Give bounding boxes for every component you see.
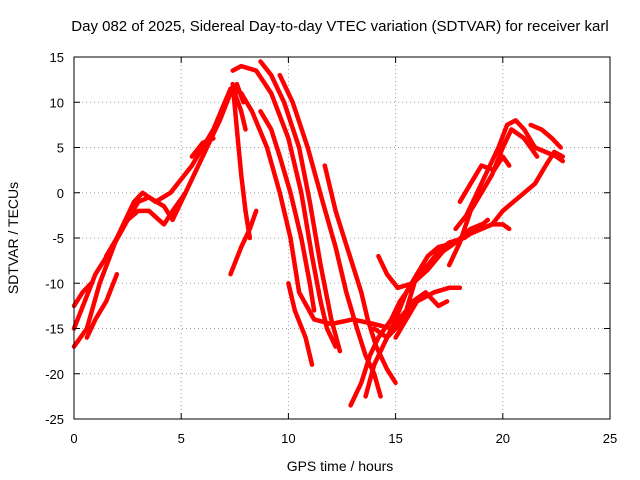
series-track-14 — [277, 72, 383, 399]
series-track-13 — [286, 281, 315, 367]
series-track-21 — [446, 127, 540, 268]
series-track-1 — [71, 86, 566, 349]
series-track-8 — [232, 90, 248, 132]
tick-layer: 0 5 10 15 20 25 -25 -20 -15 -10 -5 0 5 10 15 — [45, 50, 617, 446]
series-track-19 — [371, 290, 450, 340]
x-tick-label: 15 — [388, 431, 402, 446]
x-tick-label: 10 — [281, 431, 295, 446]
y-tick-label: -5 — [52, 231, 64, 246]
x-tick-label: 5 — [178, 431, 185, 446]
series-track-5 — [103, 190, 188, 259]
y-tick-label: 10 — [50, 95, 64, 110]
series-track-12 — [258, 109, 317, 313]
series-track-4 — [84, 271, 120, 340]
series-track-23 — [453, 118, 566, 232]
series-track-18 — [393, 285, 463, 340]
series-track-15 — [322, 163, 398, 386]
series-track-24 — [457, 154, 512, 205]
y-tick-label: -15 — [45, 322, 64, 337]
x-tick-label: 20 — [496, 431, 510, 446]
chart-title: Day 082 of 2025, Sidereal Day-to-day VTE… — [71, 18, 608, 35]
x-axis-label: GPS time / hours — [287, 458, 394, 474]
data-layer — [71, 59, 566, 408]
series-track-7 — [228, 208, 259, 277]
x-tick-label: 0 — [70, 431, 77, 446]
series-track-3 — [71, 281, 94, 309]
series-track-9 — [230, 81, 253, 241]
y-tick-label: 0 — [57, 186, 64, 201]
series-track-16 — [348, 281, 416, 408]
series-track-2 — [71, 81, 246, 331]
series-track-20 — [376, 222, 484, 291]
y-tick-label: 5 — [57, 141, 64, 156]
series-track-22 — [468, 222, 512, 236]
y-axis-label: SDTVAR / TECUs — [5, 182, 21, 294]
series-track-17 — [363, 217, 491, 399]
series-track-11 — [258, 59, 343, 354]
y-tick-label: 15 — [50, 50, 64, 65]
series-track-6 — [189, 136, 216, 159]
y-tick-label: -25 — [45, 412, 64, 427]
series-track-10 — [230, 63, 338, 349]
y-tick-label: -20 — [45, 367, 64, 382]
y-tick-label: -10 — [45, 276, 64, 291]
x-tick-label: 25 — [603, 431, 617, 446]
series-track-25 — [528, 122, 563, 150]
